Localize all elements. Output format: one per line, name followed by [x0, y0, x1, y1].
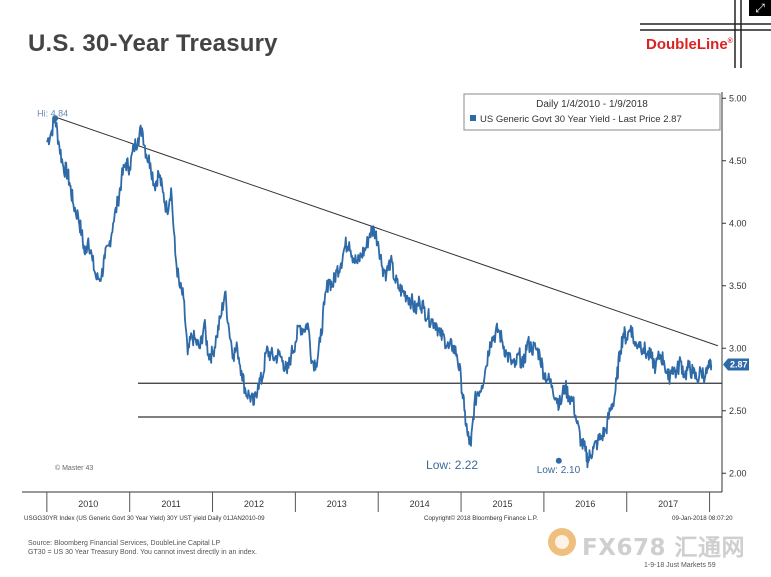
y-tick-label: 2.00: [729, 468, 747, 478]
page-footer: 1-9-18 Just Markets 59: [644, 562, 716, 569]
y-tick-label: 2.50: [729, 406, 747, 416]
legend: Daily 1/4/2010 - 1/9/2018 US Generic Gov…: [463, 93, 721, 131]
x-tick-label: 2011: [161, 499, 180, 509]
corner-decoration: [640, 0, 771, 68]
y-tick-label: 5.00: [729, 93, 747, 103]
footer-right: 09-Jan-2018 08:07:20: [672, 515, 733, 522]
high-label: Hi: 4.84: [37, 108, 68, 118]
high-marker: [52, 115, 59, 122]
legend-entry: US Generic Govt 30 Year Yield - Last Pri…: [480, 114, 682, 125]
low-label-2016: Low: 2.10: [537, 465, 581, 476]
x-tick-label: 2016: [575, 499, 595, 509]
master-label: © Master 43: [55, 464, 93, 472]
y-tick-label: 4.00: [729, 218, 747, 228]
yield-series-line: [46, 117, 713, 469]
trendline: [54, 116, 719, 347]
watermark-logo-icon: [548, 528, 576, 556]
watermark-text: FX678 汇通网: [582, 535, 745, 561]
logo-text: DoubleLine: [646, 36, 728, 53]
legend-title: Daily 1/4/2010 - 1/9/2018: [536, 99, 648, 110]
legend-swatch: [470, 115, 476, 121]
footer-mid: Copyright© 2018 Bloomberg Finance L.P.: [424, 515, 538, 522]
y-tick-label: 3.00: [729, 343, 747, 353]
y-tick-label: 3.50: [729, 281, 747, 291]
watermark: FX678 汇通网: [548, 528, 758, 561]
logo-mark: ®: [727, 38, 733, 45]
x-tick-label: 2013: [327, 499, 347, 509]
source-note: Source: Bloomberg Financial Services, Do…: [28, 539, 257, 557]
source-line-1: Source: Bloomberg Financial Services, Do…: [28, 540, 221, 547]
source-line-2: GT30 = US 30 Year Treasury Bond. You can…: [28, 549, 258, 556]
x-tick-label: 2015: [492, 499, 512, 509]
doubleline-logo: DoubleLine®: [646, 36, 733, 53]
low-marker-2016: [555, 457, 562, 464]
x-tick-label: 2014: [410, 499, 430, 509]
page-title: U.S. 30-Year Treasury: [28, 30, 278, 57]
footer-left: USGG30YR Index (US Generic Govt 30 Year …: [24, 515, 265, 522]
y-tick-label: 4.50: [729, 156, 747, 166]
x-tick-label: 2010: [78, 499, 98, 509]
x-tick-label: 2017: [658, 499, 678, 509]
expand-icon[interactable]: ⤢: [749, 0, 771, 16]
x-tick-label: 2012: [244, 499, 264, 509]
last-price-label: 2.87: [730, 360, 748, 370]
low-label-2015: Low: 2.22: [426, 458, 478, 472]
last-price-tag: 2.87: [723, 358, 749, 371]
